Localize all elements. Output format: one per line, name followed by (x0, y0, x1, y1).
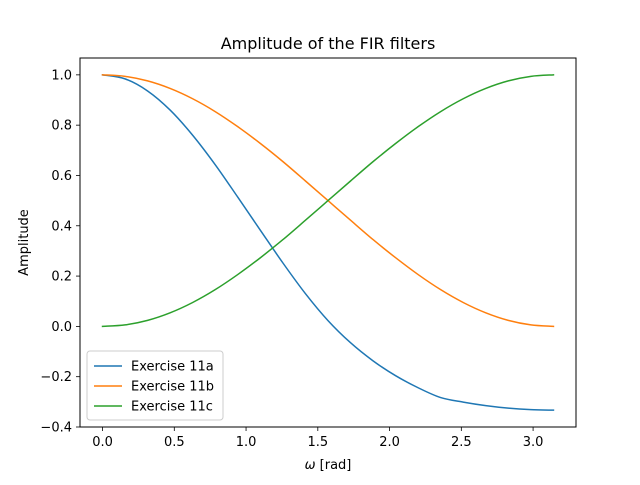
y-tick-label: 0.0 (51, 320, 72, 335)
plot-lines (101, 73, 555, 411)
y-tick-label: −0.2 (40, 370, 72, 385)
legend-label-2: Exercise 11b (131, 380, 214, 395)
x-tick-label: 0.5 (164, 435, 185, 450)
legend: Exercise 11a Exercise 11b Exercise 11c (86, 350, 224, 421)
x-axis-label-unit: [rad] (316, 458, 352, 473)
y-axis-ticks: −0.4 −0.2 0.0 0.2 0.4 0.6 0.8 1.0 (40, 68, 80, 436)
x-tick-label: 2.0 (379, 435, 400, 450)
y-tick-label: −0.4 (40, 421, 72, 436)
y-axis-label: Amplitude (17, 209, 32, 276)
x-tick-label: 2.5 (451, 435, 472, 450)
x-tick-label: 0.0 (92, 435, 113, 450)
x-tick-label: 1.5 (307, 435, 328, 450)
y-tick-label: 0.4 (51, 219, 72, 234)
x-tick-label: 1.0 (236, 435, 257, 450)
x-axis-label: ω [rad] (305, 458, 352, 473)
y-tick-label: 0.2 (51, 270, 72, 285)
y-tick-label: 0.8 (51, 119, 72, 134)
x-axis-label-symbol: ω (305, 458, 316, 473)
x-axis-ticks: 0.0 0.5 1.0 1.5 2.0 2.5 3.0 (92, 427, 543, 450)
series-line-3 (101, 74, 555, 328)
x-tick-label: 3.0 (523, 435, 544, 450)
legend-label-1: Exercise 11a (131, 360, 214, 375)
legend-label-3: Exercise 11c (131, 400, 213, 415)
chart-title: Amplitude of the FIR filters (221, 34, 436, 53)
y-tick-label: 1.0 (51, 68, 72, 83)
axes-frame (79, 57, 577, 428)
y-tick-label: 0.6 (51, 169, 72, 184)
series-line-1 (101, 73, 555, 411)
legend-box (86, 350, 224, 421)
